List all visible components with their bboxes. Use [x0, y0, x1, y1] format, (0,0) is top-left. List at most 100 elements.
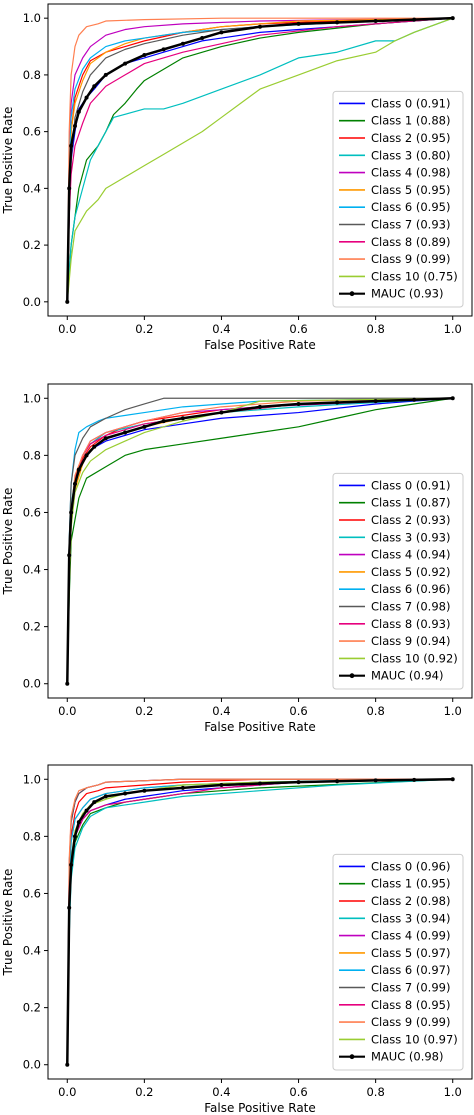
y-tick-label: 0.2: [23, 238, 41, 252]
y-tick-label: 0.8: [23, 68, 41, 82]
legend-entry: Class 6 (0.95): [371, 200, 450, 214]
mauc-point: [76, 820, 81, 825]
mauc-point: [412, 397, 417, 402]
legend-entry: MAUC (0.98): [371, 1050, 443, 1064]
legend-entry: Class 7 (0.99): [371, 981, 450, 995]
legend-box: [332, 472, 464, 690]
mauc-point: [65, 1062, 70, 1067]
mauc-point: [258, 404, 262, 409]
mauc-point: [123, 61, 128, 66]
y-tick-label: 1.0: [23, 11, 41, 25]
chart-3: 0.0 0.0 0.2 0.2 0.4 0.4 0.6 0.6 0.8 0.8 1.0 1.0 Fals…: [1, 764, 473, 1115]
y-tick-label: 0.2: [23, 1001, 41, 1015]
roc-curve-class-4: [66, 17, 453, 302]
mauc-point: [103, 794, 108, 799]
x-tick-label: 0.4: [212, 1085, 230, 1099]
mauc-point: [84, 453, 89, 458]
x-tick-label: 0.6: [289, 1085, 307, 1099]
mauc-point: [450, 777, 455, 782]
legend-box: [332, 90, 464, 308]
roc-curve-class-1: [66, 397, 453, 684]
mauc-point: [219, 410, 224, 415]
mauc-point: [373, 399, 378, 404]
legend-entry: Class 9 (0.99): [371, 1015, 450, 1029]
mauc-point: [412, 777, 417, 782]
curves: [65, 396, 455, 686]
mauc-point: [69, 862, 74, 867]
y-tick-label: 0.0: [23, 1058, 41, 1072]
y-tick-label: 1.0: [23, 772, 41, 786]
legend-entry: Class 0 (0.96): [371, 859, 450, 873]
legend-entry: Class 1 (0.95): [371, 877, 450, 891]
legend-entry: Class 4 (0.98): [371, 166, 450, 180]
legend-entry: Class 9 (0.94): [371, 634, 450, 648]
x-tick-label: 0.2: [135, 1085, 153, 1099]
mauc-point: [69, 510, 74, 515]
mauc-point: [296, 21, 301, 26]
mauc-point: [92, 84, 97, 89]
mauc-point: [142, 53, 147, 58]
mauc-point: [84, 95, 89, 100]
mauc-point: [142, 424, 147, 429]
y-tick-label: 0.8: [23, 448, 41, 462]
mauc-point: [200, 36, 205, 41]
mauc-point: [180, 785, 185, 790]
mauc-point: [296, 401, 301, 406]
y-axis-label: True Positive Rate: [1, 488, 15, 596]
legend-entry: Class 5 (0.95): [371, 183, 450, 197]
mauc-point: [335, 400, 340, 405]
legend-entry: Class 3 (0.80): [371, 148, 450, 162]
x-tick-label: 0.0: [58, 1085, 76, 1099]
mauc-point: [296, 780, 301, 785]
curves: [65, 16, 455, 304]
x-tick-label: 0.0: [58, 704, 76, 718]
roc-curve-class-9: [66, 17, 453, 302]
mauc-point: [142, 788, 147, 793]
legend-entry: Class 6 (0.97): [371, 963, 450, 977]
y-tick-label: 0.6: [23, 125, 41, 139]
y-tick-label: 0.6: [23, 886, 41, 900]
y-tick-label: 0.0: [23, 295, 41, 309]
mauc-point: [76, 467, 81, 472]
legend-entry: Class 4 (0.99): [371, 929, 450, 943]
legend-entry: Class 10 (0.92): [371, 651, 458, 665]
mauc-point: [219, 30, 224, 35]
legend-entry: Class 3 (0.93): [371, 530, 450, 544]
y-tick-label: 0.8: [23, 829, 41, 843]
x-tick-label: 0.2: [135, 704, 153, 718]
y-tick-label: 0.4: [23, 563, 41, 577]
mauc-point: [103, 436, 108, 441]
x-tick-label: 0.8: [366, 1085, 384, 1099]
mauc-point: [123, 791, 128, 796]
chart-1: 0.0 0.0 0.2 0.2 0.4 0.4 0.6 0.6 0.8 0.8 1.0 1.0 Fals…: [1, 3, 473, 352]
legend-entry: Class 9 (0.99): [371, 252, 450, 266]
mauc-point: [123, 430, 128, 435]
x-tick-label: 0.8: [366, 322, 384, 336]
mauc-point: [450, 396, 455, 401]
mauc-point: [72, 123, 77, 128]
legend-entry: Class 8 (0.95): [371, 998, 450, 1012]
legend-entry: Class 8 (0.89): [371, 235, 450, 249]
mauc-point: [72, 834, 77, 839]
x-tick-label: 1.0: [444, 322, 462, 336]
x-tick-label: 0.2: [135, 322, 153, 336]
x-tick-label: 0.8: [366, 704, 384, 718]
legend-entry: Class 8 (0.93): [371, 617, 450, 631]
roc-curve-class-10: [66, 17, 453, 302]
x-tick-label: 1.0: [444, 1085, 462, 1099]
legend-entry: Class 6 (0.96): [371, 582, 450, 596]
y-tick-label: 0.2: [23, 620, 41, 634]
mauc-point: [180, 41, 185, 46]
x-tick-label: 0.6: [289, 322, 307, 336]
mauc-point: [373, 19, 378, 24]
y-axis-label: True Positive Rate: [1, 107, 15, 215]
legend-marker: [349, 673, 355, 679]
legend-entry: Class 10 (0.97): [371, 1032, 458, 1046]
y-axis-label: True Positive Rate: [1, 869, 15, 977]
mauc-point: [450, 16, 455, 21]
mauc-point: [103, 72, 108, 77]
mauc-point: [72, 481, 77, 486]
legend-entry: Class 1 (0.88): [371, 114, 450, 128]
roc-curve-class-7: [66, 397, 453, 684]
x-axis-label: False Positive Rate: [204, 720, 316, 734]
